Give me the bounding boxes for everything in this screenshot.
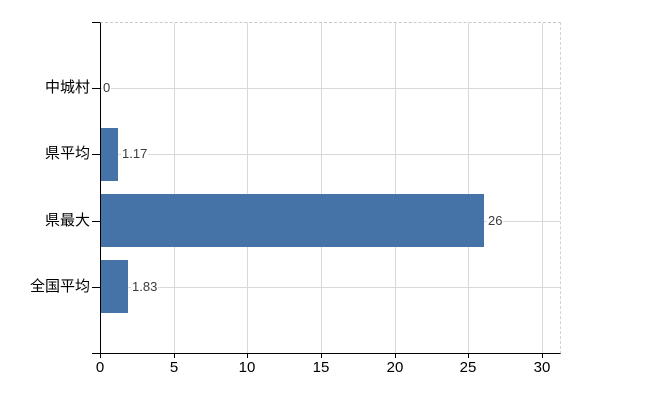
x-tick-label: 10 xyxy=(238,359,256,376)
gridline-vertical xyxy=(247,23,248,353)
gridline-vertical xyxy=(395,23,396,353)
x-tick-label: 20 xyxy=(386,359,404,376)
gridline-vertical xyxy=(542,23,543,353)
value-label: 26 xyxy=(487,213,504,229)
bar xyxy=(101,128,118,181)
x-axis-tick xyxy=(174,354,175,358)
y-axis-tick xyxy=(92,154,100,155)
bar xyxy=(101,260,128,313)
bar xyxy=(101,194,484,247)
gridline-horizontal xyxy=(101,287,560,288)
gridline-vertical xyxy=(321,23,322,353)
y-axis-tick xyxy=(92,22,100,23)
x-axis-tick xyxy=(321,354,322,358)
gridline-vertical xyxy=(468,23,469,353)
x-tick-label: 15 xyxy=(312,359,330,376)
gridline-horizontal xyxy=(101,88,560,89)
x-tick-label: 25 xyxy=(459,359,477,376)
x-tick-label: 30 xyxy=(533,359,551,376)
x-axis-tick xyxy=(100,354,101,358)
y-axis-tick xyxy=(92,353,100,354)
y-axis-tick xyxy=(92,287,100,288)
x-axis-tick xyxy=(395,354,396,358)
plot-area xyxy=(100,22,561,354)
x-axis-tick xyxy=(468,354,469,358)
gridline-horizontal xyxy=(101,154,560,155)
value-label: 1.17 xyxy=(121,146,149,162)
x-tick-label: 5 xyxy=(169,359,179,376)
category-label: 県平均 xyxy=(44,145,90,162)
category-label: 全国平均 xyxy=(29,278,90,295)
x-tick-label: 0 xyxy=(95,359,105,376)
value-label: 0 xyxy=(102,80,112,96)
category-label: 中城村 xyxy=(44,79,90,96)
y-axis-tick xyxy=(92,221,100,222)
y-axis-tick xyxy=(92,88,100,89)
category-label: 県最大 xyxy=(44,212,90,229)
x-axis-tick xyxy=(542,354,543,358)
x-axis-tick xyxy=(247,354,248,358)
value-label: 1.83 xyxy=(131,279,159,295)
gridline-vertical xyxy=(174,23,175,353)
